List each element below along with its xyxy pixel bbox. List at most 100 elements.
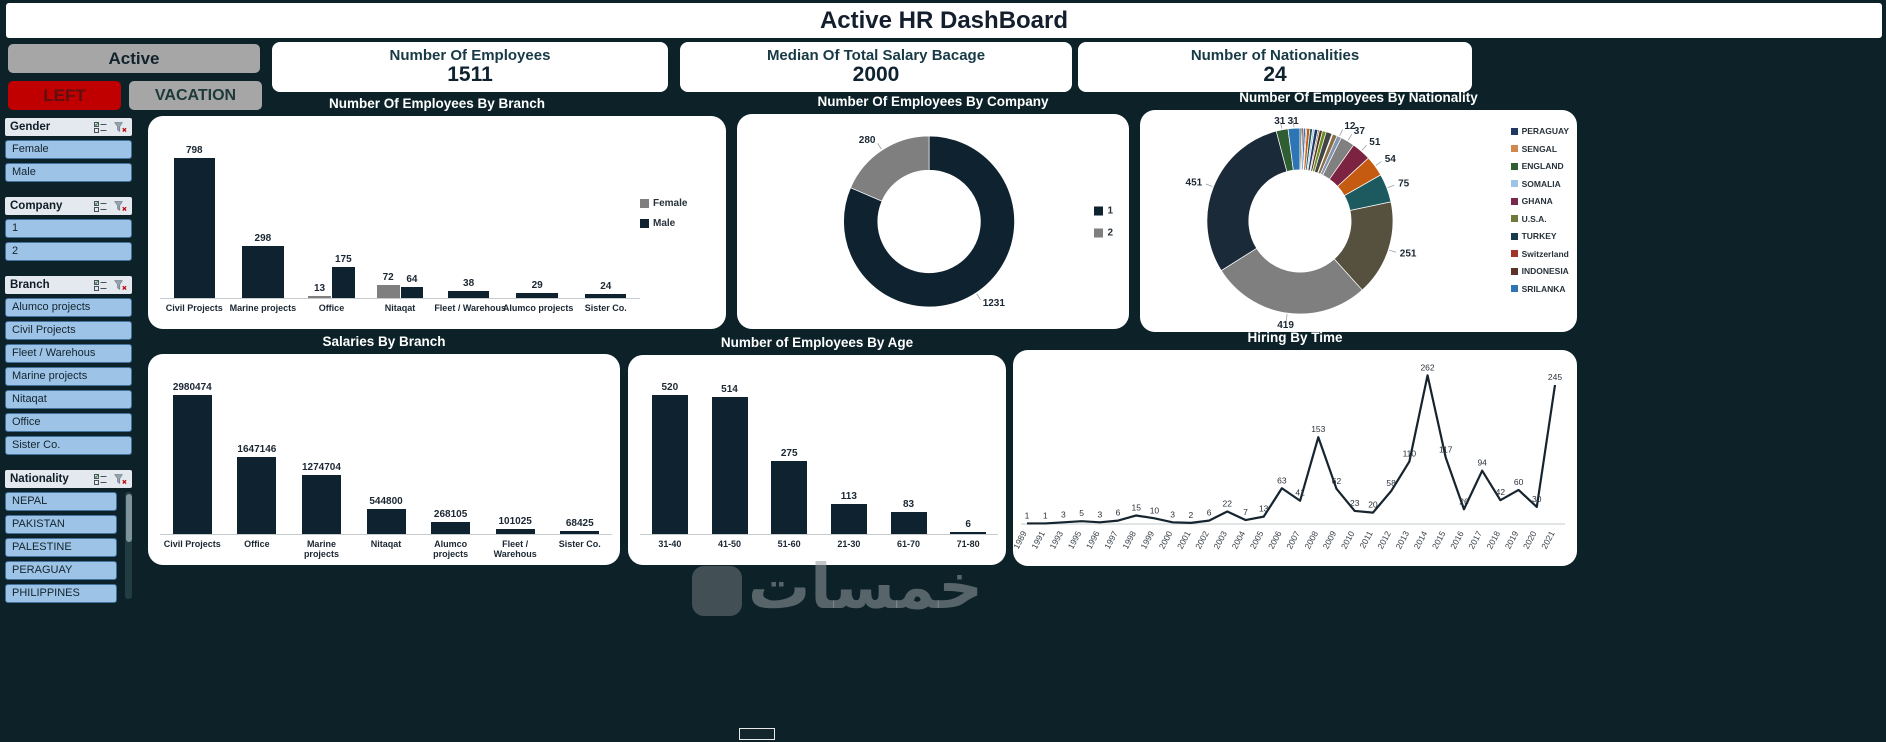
legend-label: TURKEY — [1521, 231, 1557, 241]
slicer-item[interactable]: 2 — [5, 242, 132, 261]
multi-select-icon[interactable] — [92, 199, 109, 213]
bar[interactable] — [301, 474, 341, 534]
kpi-value: 2000 — [852, 63, 900, 87]
bar[interactable] — [950, 532, 987, 534]
bar[interactable] — [376, 285, 400, 298]
legend-label: INDONESIA — [1521, 266, 1569, 276]
slicer-item[interactable]: Marine projects — [5, 367, 132, 386]
bar-group: 29 Alumco projects — [502, 124, 573, 325]
donut-slice[interactable] — [843, 135, 1015, 308]
slicer-item[interactable]: PALESTINE — [5, 538, 117, 557]
slicer-title: Company — [10, 200, 63, 212]
slicer-item[interactable]: Fleet / Warehous — [5, 344, 132, 363]
label-leader-line — [1339, 129, 1344, 136]
legend-item: ENGLAND — [1510, 161, 1569, 171]
slicer-item[interactable]: Female — [5, 140, 132, 159]
bar[interactable] — [560, 530, 600, 534]
multi-select-icon[interactable] — [92, 472, 109, 486]
slicer-item[interactable]: NEPAL — [5, 492, 117, 511]
x-axis-label: 2017 — [1466, 529, 1484, 551]
chart-title: Number Of Employees By Nationality — [1239, 90, 1478, 105]
clear-filter-icon[interactable] — [112, 120, 129, 134]
status-button-vacation[interactable]: VACATION — [129, 81, 262, 110]
clear-filter-icon[interactable] — [112, 472, 129, 486]
slicer-item[interactable]: PAKISTAN — [5, 515, 117, 534]
slicer-item[interactable]: 1 — [5, 219, 132, 238]
slicer-item[interactable]: Sister Co. — [5, 436, 132, 455]
status-button-active[interactable]: Active — [8, 44, 260, 73]
multi-select-icon[interactable] — [92, 278, 109, 292]
clear-filter-icon[interactable] — [112, 278, 129, 292]
value-label: 110 — [1403, 449, 1417, 459]
bar[interactable] — [651, 395, 688, 534]
bar[interactable] — [516, 292, 558, 298]
bar-group: 275 51-60 — [759, 363, 820, 561]
bar-group: 13 175 Office — [297, 124, 366, 325]
bar[interactable] — [173, 157, 215, 298]
value-label: 83 — [902, 498, 915, 510]
chart-canvas: 798 Civil Projects 298 Marine projects 13 175… — [148, 116, 726, 329]
category-label: Nitaqat — [384, 303, 416, 313]
bar[interactable] — [771, 460, 808, 534]
slicer-item[interactable]: Male — [5, 163, 132, 182]
bar[interactable] — [400, 286, 424, 298]
bar-group: 514 41-50 — [699, 363, 760, 561]
slicer-item[interactable]: Nitaqat — [5, 390, 132, 409]
slicer-nationality: Nationality NEPAL PAKISTAN PALESTINE PERAGUA… — [5, 470, 132, 603]
bar[interactable] — [242, 245, 284, 298]
chart-title: Number Of Employees By Branch — [328, 96, 546, 111]
bar[interactable] — [308, 295, 331, 298]
slice-label: 31 — [1274, 116, 1286, 127]
legend-swatch — [1510, 232, 1518, 240]
value-label: 1 — [1025, 510, 1030, 520]
value-label: 2980474 — [172, 382, 212, 394]
x-axis-label: 2012 — [1375, 529, 1393, 551]
bottom-scroll-marker — [739, 728, 775, 740]
bar[interactable] — [711, 396, 748, 534]
value-label: 64 — [406, 273, 418, 285]
bar[interactable] — [366, 508, 406, 534]
donut-slice[interactable] — [1206, 130, 1288, 272]
category-label: Office — [244, 539, 270, 549]
value-label: 60 — [1514, 477, 1524, 487]
legend-swatch — [640, 219, 649, 228]
value-label: 29 — [531, 279, 543, 291]
value-label: 22 — [1223, 499, 1233, 509]
bar[interactable] — [331, 267, 355, 298]
bar[interactable] — [585, 293, 627, 298]
slicer-item[interactable]: Civil Projects — [5, 321, 132, 340]
status-button-left[interactable]: LEFT — [8, 81, 121, 110]
slicer-item[interactable]: PHILIPPINES — [5, 584, 117, 603]
line-series[interactable] — [1027, 374, 1557, 525]
category-label: Nitaqat — [370, 539, 402, 549]
x-axis-label: 2004 — [1230, 529, 1248, 551]
bar[interactable] — [830, 503, 867, 534]
legend-label: SOMALIA — [1521, 178, 1561, 189]
slicer-item[interactable]: Alumco projects — [5, 298, 132, 317]
slicer-item[interactable]: PERAGUAY — [5, 561, 117, 580]
value-label: 275 — [780, 447, 798, 459]
slice-label: 31 — [1288, 116, 1300, 127]
scrollbar-thumb[interactable] — [125, 494, 132, 542]
category-label: 41-50 — [717, 539, 742, 549]
donut-slice[interactable] — [850, 135, 930, 202]
slice-label: 1231 — [983, 298, 1006, 309]
bar[interactable] — [447, 291, 490, 298]
value-label: 1274704 — [301, 461, 341, 473]
bar-chart: 520 31-40 514 41-50 275 51-60 113 21-30 83 61-70 6… — [628, 355, 1006, 565]
bar[interactable] — [237, 457, 277, 534]
bar[interactable] — [431, 521, 471, 534]
bar[interactable] — [172, 395, 212, 534]
bar[interactable] — [890, 511, 927, 534]
scrollbar-track[interactable] — [125, 492, 132, 599]
donut-slice[interactable] — [1220, 247, 1363, 315]
donut-slice[interactable] — [1287, 127, 1301, 171]
clear-filter-icon[interactable] — [112, 199, 129, 213]
category-label: Civil Projects — [163, 539, 221, 549]
bar[interactable] — [495, 529, 535, 534]
category-label: 71-80 — [956, 539, 980, 549]
multi-select-icon[interactable] — [92, 120, 109, 134]
label-leader-line — [877, 143, 882, 150]
slicer-item[interactable]: Office — [5, 413, 132, 432]
